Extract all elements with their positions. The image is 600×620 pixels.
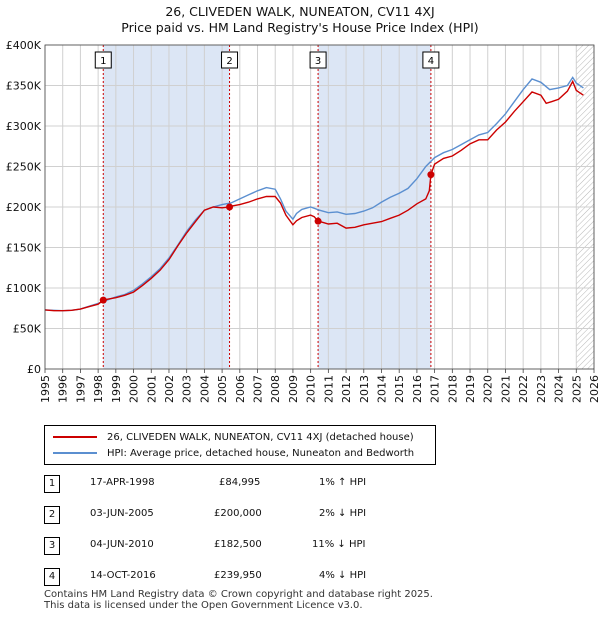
x-tick-label: 2016 xyxy=(411,375,424,403)
legend-hpi-label: HPI: Average price, detached house, Nune… xyxy=(107,447,415,459)
plot-frame xyxy=(44,44,595,370)
x-tick-label: 2004 xyxy=(198,375,211,403)
sale-number-label: 2 xyxy=(226,56,232,67)
transaction-date: 17-APR-1998 xyxy=(90,477,155,488)
transaction-hpi-diff: 11% ↓ HPI xyxy=(312,539,366,550)
price-chart: 1 2 3 4 £0 £50K £100K £150K £200K £250K £300K £350… xyxy=(6,39,600,403)
transaction-price: £84,995 xyxy=(219,477,261,488)
x-tick-label: 2008 xyxy=(269,375,282,403)
sale-number-label: 3 xyxy=(315,56,321,67)
x-tick-label: 2020 xyxy=(482,375,495,403)
x-tick-label: 2015 xyxy=(393,375,406,403)
x-tick-label: 1995 xyxy=(39,375,52,403)
x-tick-label: 2005 xyxy=(216,375,229,403)
legend-price-label: 26, CLIVEDEN WALK, NUNEATON, CV11 4XJ (d… xyxy=(107,431,414,443)
x-tick-label: 2007 xyxy=(252,375,265,403)
x-tick-label: 2012 xyxy=(340,375,353,403)
sale-point xyxy=(99,296,107,304)
transaction-hpi-diff: 1% ↑ HPI xyxy=(319,477,367,488)
y-tick-label: £0 xyxy=(27,363,41,376)
transaction-hpi-diff: 2% ↓ HPI xyxy=(319,508,367,519)
x-tick-label: 2006 xyxy=(234,375,247,403)
transaction-date: 03-JUN-2005 xyxy=(90,508,154,519)
sale-number-box xyxy=(309,51,327,69)
sale-number-box xyxy=(422,51,440,69)
x-tick-label: 2018 xyxy=(446,375,459,403)
sale-number-label: 4 xyxy=(428,56,434,67)
sale-point xyxy=(427,171,435,179)
sale-point xyxy=(314,217,322,225)
x-tick-label: 1996 xyxy=(57,375,70,403)
x-tick-label: 2022 xyxy=(517,375,530,403)
y-tick-label: £200K xyxy=(6,201,42,214)
y-tick-label: £400K xyxy=(6,39,42,52)
x-tick-label: 2003 xyxy=(181,375,194,403)
page-title: 26, CLIVEDEN WALK, NUNEATON, CV11 4XJ xyxy=(165,4,435,19)
x-tick-label: 2013 xyxy=(358,375,371,403)
y-tick-label: £50K xyxy=(13,323,42,336)
x-tick-label: 1999 xyxy=(110,375,123,403)
transaction-date: 14-OCT-2016 xyxy=(90,570,156,581)
y-tick-label: £350K xyxy=(6,80,42,93)
sale-number-box xyxy=(221,51,239,69)
sale-point xyxy=(226,203,234,211)
x-tick-label: 2002 xyxy=(163,375,176,403)
sale-number-box xyxy=(94,51,112,69)
transaction-number-badge: 4 xyxy=(44,568,60,586)
x-tick-label: 2024 xyxy=(553,375,566,403)
x-tick-label: 2026 xyxy=(588,375,600,403)
footer-line-1: Contains HM Land Registry data © Crown c… xyxy=(44,589,433,600)
x-tick-label: 2000 xyxy=(128,375,141,403)
y-tick-label: £150K xyxy=(6,242,42,255)
x-tick-label: 2019 xyxy=(464,375,477,403)
footer-line-2: This data is licensed under the Open Gov… xyxy=(44,600,363,611)
transaction-hpi-diff: 4% ↓ HPI xyxy=(319,570,367,581)
x-tick-label: 1997 xyxy=(74,375,87,403)
x-tick-label: 2011 xyxy=(322,375,335,403)
x-tick-label: 1998 xyxy=(92,375,105,403)
y-tick-label: £100K xyxy=(6,282,42,295)
x-tick-label: 2023 xyxy=(535,375,548,403)
y-tick-label: £300K xyxy=(6,120,42,133)
chart-subtitle: Price paid vs. HM Land Registry's House … xyxy=(121,20,479,35)
x-tick-label: 2025 xyxy=(570,375,583,403)
y-tick-label: £250K xyxy=(6,161,42,174)
transaction-price: £182,500 xyxy=(214,539,262,550)
price-series-swatch xyxy=(53,436,97,438)
transaction-date: 04-JUN-2010 xyxy=(90,539,154,550)
transaction-number-badge: 2 xyxy=(44,506,60,524)
hpi-series-swatch xyxy=(53,452,97,454)
transaction-number-badge: 1 xyxy=(44,475,60,493)
hpi-line xyxy=(44,76,584,312)
transaction-price: £200,000 xyxy=(214,508,262,519)
x-tick-label: 2009 xyxy=(287,375,300,403)
chart-legend: 26, CLIVEDEN WALK, NUNEATON, CV11 4XJ (d… xyxy=(44,425,436,465)
x-tick-label: 2014 xyxy=(375,375,388,403)
x-tick-label: 2010 xyxy=(305,375,318,403)
x-tick-label: 2021 xyxy=(499,375,512,403)
x-tick-label: 2001 xyxy=(145,375,158,403)
x-tick-label: 2017 xyxy=(429,375,442,403)
footer-attribution: Contains HM Land Registry data © Crown c… xyxy=(44,589,433,611)
sale-number-label: 1 xyxy=(100,56,106,67)
transaction-number-badge: 3 xyxy=(44,537,60,555)
transaction-price: £239,950 xyxy=(214,570,262,581)
